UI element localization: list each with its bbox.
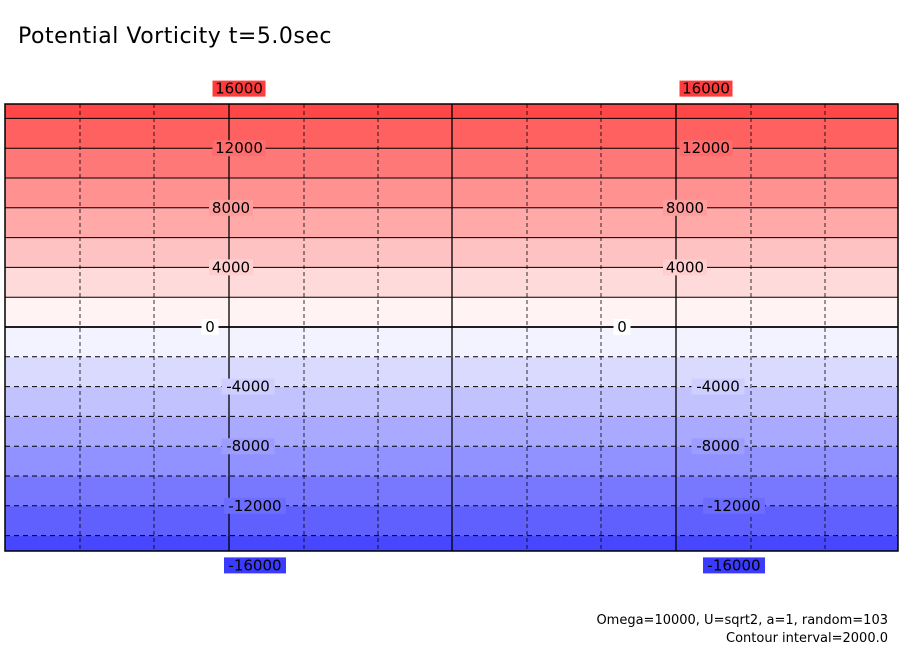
contour-label: -12000 [707, 497, 760, 515]
contour-label-bg [209, 199, 253, 216]
contour-label-bg [224, 497, 286, 514]
contour-label-bg [703, 557, 765, 574]
params-note: Omega=10000, U=sqrt2, a=1, random=103 [596, 613, 888, 628]
contour-label: 4000 [666, 258, 704, 276]
interval-note: Contour interval=2000.0 [726, 631, 888, 646]
contour-label-bg [212, 140, 266, 157]
contour-label: 16000 [682, 80, 730, 98]
contour-label: -4000 [696, 378, 740, 396]
contour-label-bg [613, 319, 631, 335]
contour-label: 12000 [682, 139, 730, 157]
contour-label: -12000 [228, 497, 281, 515]
contour-label: -16000 [228, 556, 281, 574]
contour-label: -8000 [696, 437, 740, 455]
contour-label: 0 [205, 318, 215, 336]
contour-lines [5, 117, 898, 537]
contour-label: -8000 [226, 437, 270, 455]
contour-label-bg [691, 378, 745, 395]
contour-label: -16000 [707, 556, 760, 574]
contour-label-bg [201, 319, 219, 335]
contour-label-bg [209, 259, 253, 276]
contour-label-bg [703, 497, 765, 514]
contour-label-bg [679, 80, 733, 97]
contour-label-bg [224, 557, 286, 574]
contour-label: 8000 [666, 199, 704, 217]
plot-frame [4, 103, 899, 552]
contour-label-bg [221, 438, 275, 455]
contour-label: 16000 [215, 80, 263, 98]
contour-label: 12000 [215, 139, 263, 157]
contour-label-bg [221, 378, 275, 395]
contour-label: 0 [617, 318, 627, 336]
contour-label: 4000 [212, 258, 250, 276]
chart-title: Potential Vorticity t=5.0sec [18, 24, 332, 49]
contour-label-bg [691, 438, 745, 455]
contour-label-bg [679, 140, 733, 157]
contour-label-bg [663, 259, 707, 276]
contour-label: -4000 [226, 378, 270, 396]
contour-label-bg [663, 199, 707, 216]
contour-labels: 16000 16000 12000 12000 8000 8000 4000 4000 0 0 -4… [201, 80, 765, 574]
contour-label: 8000 [212, 199, 250, 217]
contour-label-bg [212, 80, 266, 97]
